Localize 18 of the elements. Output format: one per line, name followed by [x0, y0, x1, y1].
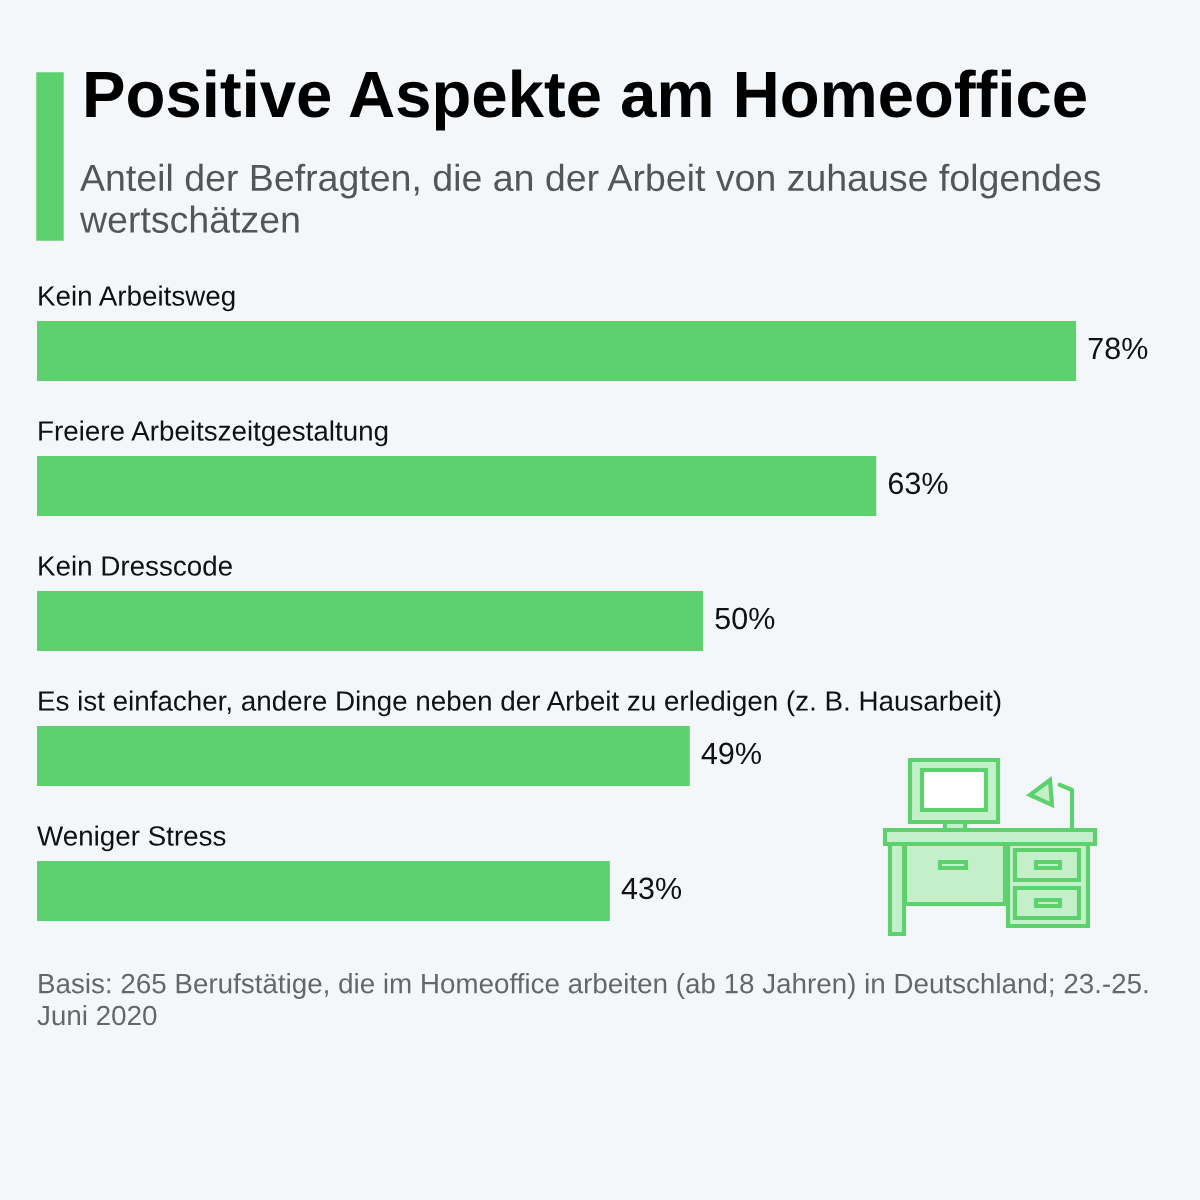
y-tick-label: Kein Dresscode: [39, 555, 232, 576]
bar: [37, 590, 704, 652]
data-label: 50%: [715, 607, 775, 630]
bar: [37, 860, 610, 922]
y-tick-label: Freiere Arbeitszeitgestaltung: [39, 420, 388, 447]
data-label: 49%: [701, 742, 761, 765]
text: Basis: 265 Berufstätige, die im Homeoffice arbeiten (ab 18 Jahren) in Deutschland; 23.-25. Juni 2020: [37, 973, 1148, 1026]
bar: [37, 725, 690, 787]
bar: [37, 320, 1077, 382]
data-label: 63%: [888, 472, 948, 495]
data-label: 78%: [1088, 337, 1148, 360]
y-tick-label: Kein Arbeitsweg: [39, 285, 235, 312]
bar: [37, 455, 877, 517]
chart-subtitle: Anteil der Befragten, die an der Arbeit von zuhause folgendes wertschätzen: [79, 163, 1101, 233]
y-tick-label: Es ist einfacher, andere Dinge neben der Arbeit zu erledigen (z. B. Hausarbeit): [39, 690, 1001, 717]
chart-title: Positive Aspekte am Homeoffice: [86, 69, 1086, 131]
data-label: 43%: [621, 877, 682, 900]
y-tick-label: Weniger Stress: [37, 825, 226, 852]
